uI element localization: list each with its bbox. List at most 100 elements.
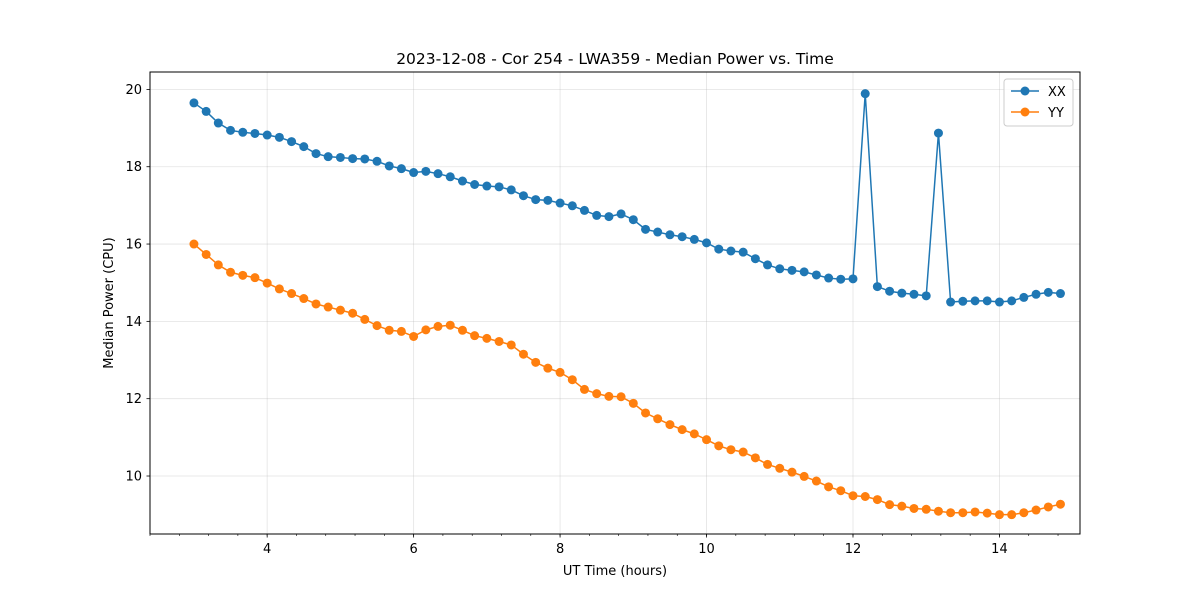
x-tick-label: 4 [263,542,271,557]
data-point-yy [982,508,992,518]
data-point-xx [824,273,834,283]
y-tick-label: 20 [125,83,142,98]
data-point-xx [799,267,809,277]
data-point-yy [994,510,1004,520]
data-point-xx [1007,296,1017,306]
data-point-xx [494,182,504,192]
y-tick-label: 18 [125,160,142,175]
data-point-yy [689,429,699,439]
data-point-xx [604,212,614,222]
data-point-xx [775,264,785,274]
data-point-xx [763,260,773,270]
data-point-yy [470,331,480,341]
data-point-yy [628,398,638,408]
data-point-xx [567,201,577,211]
data-point-yy [433,321,443,331]
data-point-xx [592,210,602,220]
data-point-xx [653,227,663,237]
x-tick-label: 14 [991,542,1008,557]
chart-title: 2023-12-08 - Cor 254 - LWA359 - Median P… [396,50,834,68]
data-point-yy [726,445,736,455]
data-point-yy [287,289,297,299]
data-point-yy [1031,505,1041,515]
data-point-xx [628,215,638,225]
data-point-xx [872,282,882,292]
data-point-yy [1007,510,1017,520]
data-point-xx [616,209,626,219]
data-point-xx [213,118,223,128]
data-point-yy [787,467,797,477]
data-point-xx [396,164,406,174]
series-layer [189,89,1065,520]
data-point-yy [1055,499,1065,509]
data-point-xx [677,232,687,242]
data-point-xx [641,224,651,234]
data-point-yy [323,302,333,312]
data-point-yy [384,325,394,335]
data-point-xx [750,254,760,264]
data-point-yy [799,471,809,481]
data-point-xx [897,288,907,298]
data-point-xx [226,125,236,135]
data-point-xx [1019,292,1029,302]
data-point-xx [555,198,565,208]
data-point-yy [506,340,516,350]
ticks: 4 6 8 10 12 14 10 12 14 16 18 20 [125,83,1059,557]
x-tick-label: 12 [845,542,862,557]
y-tick-label: 16 [125,238,142,253]
y-tick-label: 10 [125,470,142,485]
data-point-yy [946,508,956,518]
data-point-xx [189,98,199,108]
data-point-yy [226,267,236,277]
data-point-yy [1019,508,1029,518]
data-point-yy [860,492,870,501]
axes-frame [149,71,1081,535]
data-point-yy [738,447,748,457]
data-point-yy [836,486,846,496]
data-point-yy [616,392,626,402]
data-point-yy [677,425,687,435]
data-point-xx [470,180,480,189]
data-point-xx [885,286,895,296]
data-point-xx [726,246,736,256]
data-point-yy [811,476,821,486]
legend-marker-yy [1020,107,1030,117]
data-point-yy [531,357,541,367]
data-point-yy [750,453,760,463]
data-point-xx [238,127,248,137]
data-point-yy [567,375,577,385]
data-point-yy [592,389,602,399]
data-point-xx [299,142,309,152]
data-point-yy [372,321,382,331]
data-point-yy [348,308,358,318]
legend-label-xx: XX [1048,85,1066,100]
data-point-yy [421,325,431,335]
data-point-yy [824,482,834,492]
legend: XX YY [1003,78,1074,127]
data-point-xx [714,244,724,254]
data-point-xx [409,168,419,178]
y-tick-label: 14 [125,315,142,330]
data-point-yy [665,420,675,430]
x-tick-label: 10 [698,542,715,557]
data-point-xx [1043,287,1053,297]
data-point-yy [909,503,919,513]
data-point-yy [714,441,724,451]
data-point-xx [445,172,455,182]
grid [150,72,1080,534]
data-point-xx [531,195,541,205]
data-point-yy [311,299,321,309]
data-point-yy [360,314,370,324]
data-point-xx [457,176,467,186]
data-point-yy [872,495,882,505]
data-point-xx [738,247,748,257]
x-axis-label: UT Time (hours) [563,564,667,579]
data-point-yy [555,367,565,377]
data-point-xx [262,130,272,140]
data-point-xx [994,297,1004,307]
data-point-yy [274,284,284,294]
data-point-xx [787,265,797,275]
data-point-yy [653,414,663,424]
data-point-yy [933,506,943,516]
data-point-yy [763,459,773,469]
